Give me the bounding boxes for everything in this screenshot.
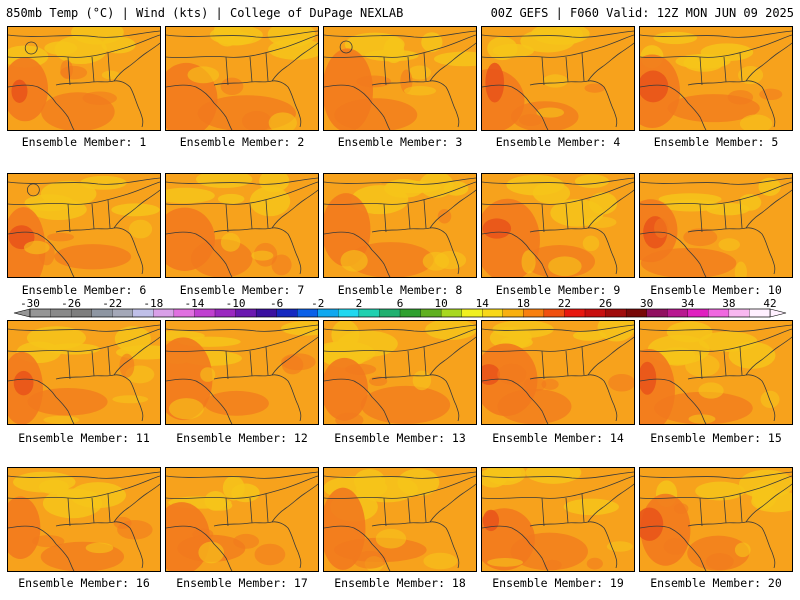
colorbar-swatch xyxy=(502,308,524,318)
colorbar-swatch xyxy=(91,308,113,318)
ensemble-member-label: Ensemble Member: 12 xyxy=(176,431,308,445)
colorbar-swatch xyxy=(112,308,134,318)
colorbar-tick-label: -2 xyxy=(311,298,324,310)
colorbar-swatch xyxy=(687,308,709,318)
ensemble-member-map xyxy=(165,26,319,131)
ensemble-member-label: Ensemble Member: 15 xyxy=(650,431,782,445)
ensemble-member-label: Ensemble Member: 11 xyxy=(18,431,150,445)
colorbar-swatch xyxy=(543,308,565,318)
ensemble-member-map xyxy=(639,173,793,278)
run-valid-time: 00Z GEFS | F060 Valid: 12Z MON JUN 09 20… xyxy=(490,6,794,20)
ensemble-member-label: Ensemble Member: 13 xyxy=(334,431,466,445)
colorbar-swatch xyxy=(482,308,504,318)
ensemble-member-map xyxy=(323,467,477,572)
ensemble-member-map xyxy=(7,467,161,572)
colorbar-tick-label: 2 xyxy=(356,298,363,310)
ensemble-member-label: Ensemble Member: 6 xyxy=(21,283,147,297)
colorbar-tick-label: -6 xyxy=(270,298,283,310)
colorbar-tick-label: -18 xyxy=(143,298,163,310)
colorbar-swatch xyxy=(584,308,607,318)
ensemble-member-label: Ensemble Member: 10 xyxy=(650,283,782,297)
colorbar-swatch xyxy=(379,308,401,318)
colorbar-swatch xyxy=(255,308,278,318)
colorbar-swatch xyxy=(276,308,298,318)
colorbar-swatch xyxy=(708,308,730,318)
ensemble-member-label: Ensemble Member: 3 xyxy=(337,135,463,149)
ensemble-member-map xyxy=(165,173,319,278)
colorbar-tick-label: 26 xyxy=(599,298,612,310)
colorbar-swatch xyxy=(523,308,545,318)
colorbar-swatch xyxy=(358,308,380,318)
colorbar-swatch xyxy=(214,308,237,318)
colorbar-tick-label: 14 xyxy=(476,298,490,310)
colorbar-tick-label: 10 xyxy=(434,298,447,310)
ensemble-member-label: Ensemble Member: 14 xyxy=(492,431,624,445)
ensemble-member-map xyxy=(639,320,793,425)
colorbar-swatch xyxy=(132,308,154,318)
colorbar-swatch xyxy=(338,308,360,318)
colorbar-tick-label: -22 xyxy=(102,298,122,310)
ensemble-member-label: Ensemble Member: 18 xyxy=(334,576,466,590)
ensemble-member-map xyxy=(481,26,635,131)
ensemble-member-map xyxy=(165,467,319,572)
colorbar-swatch xyxy=(153,308,175,318)
colorbar-swatch xyxy=(461,308,483,318)
colorbar-swatch xyxy=(50,308,72,318)
ensemble-member-map xyxy=(7,320,161,425)
colorbar-swatch xyxy=(317,308,339,318)
colorbar-tick-label: 34 xyxy=(681,298,695,310)
colorbar-swatch xyxy=(29,308,52,318)
ensemble-member-map xyxy=(323,26,477,131)
colorbar-tick-label: 6 xyxy=(397,298,404,310)
colorbar-swatch xyxy=(70,308,93,318)
ensemble-member-label: Ensemble Member: 4 xyxy=(495,135,621,149)
ensemble-member-label: Ensemble Member: 17 xyxy=(176,576,308,590)
colorbar-swatch xyxy=(646,308,668,318)
ensemble-member-label: Ensemble Member: 9 xyxy=(495,283,621,297)
colorbar-swatch xyxy=(749,308,771,318)
ensemble-member-label: Ensemble Member: 20 xyxy=(650,576,782,590)
ensemble-member-map xyxy=(481,320,635,425)
colorbar-tick-label: 22 xyxy=(558,298,571,310)
colorbar-tick-label: -26 xyxy=(61,298,81,310)
ensemble-member-map xyxy=(7,26,161,131)
ensemble-member-label: Ensemble Member: 1 xyxy=(21,135,147,149)
colorbar-tick-label: 18 xyxy=(517,298,530,310)
colorbar-tick-label: -30 xyxy=(20,298,40,310)
colorbar-swatch xyxy=(564,308,586,318)
ensemble-member-label: Ensemble Member: 5 xyxy=(653,135,779,149)
colorbar-tick-label: 42 xyxy=(763,298,776,310)
ensemble-member-label: Ensemble Member: 7 xyxy=(179,283,305,297)
ensemble-member-map xyxy=(165,320,319,425)
colorbar-swatch xyxy=(667,308,689,318)
colorbar-tick-label: -10 xyxy=(226,298,246,310)
ensemble-member-map xyxy=(323,320,477,425)
ensemble-member-label: Ensemble Member: 19 xyxy=(492,576,624,590)
colorbar-tick-label: 30 xyxy=(640,298,653,310)
colorbar-tick-label: -14 xyxy=(185,298,205,310)
ensemble-member-map xyxy=(639,26,793,131)
colorbar-swatch xyxy=(399,308,422,318)
temperature-colorbar: -30 -26 -22 -18 -14 -10 -6 -2 2 6 10 14 18 22 26 30 34 38… xyxy=(13,298,787,318)
ensemble-member-map xyxy=(481,173,635,278)
ensemble-member-map xyxy=(323,173,477,278)
ensemble-member-label: Ensemble Member: 2 xyxy=(179,135,305,149)
colorbar-swatch xyxy=(605,308,627,318)
ensemble-member-map xyxy=(639,467,793,572)
colorbar-tick-label: 38 xyxy=(722,298,735,310)
colorbar-swatch xyxy=(625,308,648,318)
colorbar-swatch xyxy=(235,308,257,318)
colorbar-swatch xyxy=(194,308,216,318)
colorbar-swatch xyxy=(728,308,750,318)
ensemble-member-map xyxy=(7,173,161,278)
ensemble-member-label: Ensemble Member: 16 xyxy=(18,576,150,590)
map-title: 850mb Temp (°C) | Wind (kts) | College o… xyxy=(6,6,404,20)
colorbar-swatch xyxy=(297,308,319,318)
ensemble-member-label: Ensemble Member: 8 xyxy=(337,283,463,297)
colorbar-swatch xyxy=(440,308,463,318)
colorbar-swatch xyxy=(420,308,442,318)
ensemble-member-map xyxy=(481,467,635,572)
colorbar-swatch xyxy=(173,308,195,318)
